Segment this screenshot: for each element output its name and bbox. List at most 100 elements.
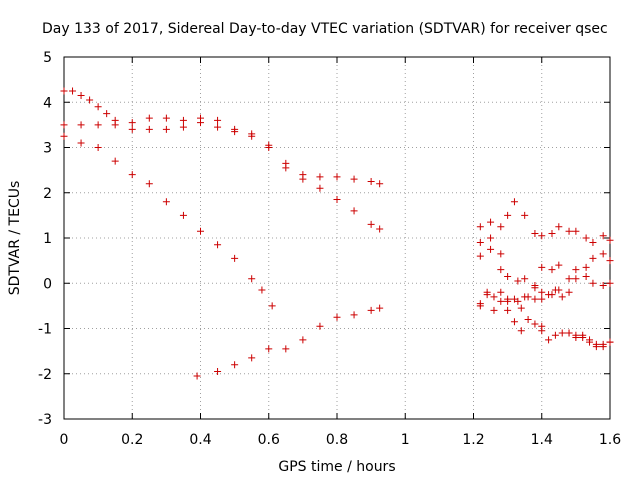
- y-tick-label: 4: [43, 95, 52, 111]
- data-point: [60, 121, 68, 129]
- data-point: [497, 288, 505, 296]
- data-point: [145, 180, 153, 188]
- data-point: [128, 119, 136, 127]
- data-point: [145, 114, 153, 122]
- series-sat-g: [476, 245, 614, 305]
- data-point: [517, 304, 525, 312]
- data-point: [589, 254, 597, 262]
- data-point: [487, 234, 495, 242]
- data-point: [197, 227, 204, 235]
- data-point: [179, 116, 187, 124]
- data-point: [179, 211, 187, 219]
- x-tick-label: 1: [401, 432, 410, 448]
- data-point: [490, 293, 498, 301]
- y-tick-label: 5: [43, 50, 52, 66]
- data-point: [248, 354, 256, 362]
- data-point: [606, 236, 614, 244]
- x-axis-label: GPS time / hours: [278, 459, 395, 475]
- data-point: [333, 173, 341, 181]
- data-point: [572, 331, 580, 339]
- y-tick-label: 2: [43, 186, 52, 202]
- data-point: [162, 114, 170, 122]
- data-point: [476, 302, 484, 310]
- data-point: [483, 288, 491, 296]
- data-point: [531, 282, 539, 290]
- data-point: [582, 234, 590, 242]
- x-tick-label: 0.8: [326, 432, 348, 448]
- data-point: [545, 291, 553, 299]
- data-point: [565, 329, 573, 337]
- data-point: [531, 229, 539, 237]
- data-point: [367, 306, 375, 314]
- data-point: [599, 250, 607, 258]
- data-point: [94, 121, 102, 129]
- data-point: [265, 141, 273, 149]
- data-point: [582, 263, 590, 271]
- data-point: [510, 295, 518, 303]
- data-point: [333, 196, 341, 204]
- data-point: [248, 275, 256, 283]
- y-tick-label: 3: [43, 141, 52, 157]
- series-sat-f: [476, 234, 614, 292]
- data-point: [193, 372, 201, 380]
- data-point: [565, 288, 573, 296]
- x-tick-label: 1.2: [462, 432, 484, 448]
- y-tick-label: -1: [38, 322, 52, 338]
- series-sat-c: [60, 132, 276, 310]
- data-point: [268, 302, 276, 310]
- data-point: [77, 91, 85, 99]
- y-tick-label: 0: [43, 276, 52, 292]
- data-point: [487, 218, 495, 226]
- data-point: [265, 345, 273, 353]
- data-point: [548, 266, 556, 274]
- data-point: [111, 157, 119, 165]
- data-point: [282, 164, 290, 172]
- data-point: [497, 223, 505, 231]
- data-point: [565, 275, 573, 283]
- data-point: [258, 286, 266, 294]
- data-point: [606, 279, 614, 287]
- data-point: [538, 263, 546, 271]
- data-point: [69, 87, 77, 95]
- data-point: [582, 272, 590, 280]
- data-point: [367, 220, 375, 228]
- data-point: [376, 304, 384, 312]
- data-point: [367, 177, 375, 185]
- data-point: [214, 123, 222, 131]
- data-point: [521, 275, 529, 283]
- data-point: [128, 125, 136, 133]
- data-point: [162, 198, 170, 206]
- data-point: [545, 336, 553, 344]
- data-point: [316, 184, 324, 192]
- data-point: [476, 239, 484, 247]
- x-tick-label: 0: [60, 432, 69, 448]
- grid-lines: [64, 57, 610, 419]
- data-point: [510, 318, 518, 326]
- data-point: [504, 272, 512, 280]
- y-axis-label: SDTVAR / TECUs: [7, 181, 23, 296]
- data-point: [162, 125, 170, 133]
- series-sat-j: [538, 327, 614, 351]
- data-point: [579, 334, 587, 342]
- data-point: [531, 295, 539, 303]
- data-point: [514, 277, 522, 285]
- data-point: [524, 293, 532, 301]
- data-point: [551, 331, 559, 339]
- data-point: [248, 130, 256, 138]
- data-point: [333, 313, 341, 321]
- data-point: [60, 132, 68, 140]
- data-point: [572, 275, 580, 283]
- axis-ticks: 0 0.2 0.4 0.6 0.8 1 1.2 1.4 1.6 -3 -2 -1 0 1 2 3 4 5: [38, 50, 621, 448]
- data-point: [60, 87, 68, 95]
- data-point: [497, 266, 505, 274]
- y-tick-label: -3: [38, 412, 52, 428]
- data-point: [589, 239, 597, 247]
- x-tick-label: 0.2: [121, 432, 143, 448]
- data-point: [316, 173, 324, 181]
- data-point: [517, 327, 525, 335]
- series-sat-b: [60, 114, 384, 233]
- data-point: [510, 198, 518, 206]
- data-point: [497, 250, 505, 258]
- data-point: [490, 306, 498, 314]
- data-point: [179, 123, 187, 131]
